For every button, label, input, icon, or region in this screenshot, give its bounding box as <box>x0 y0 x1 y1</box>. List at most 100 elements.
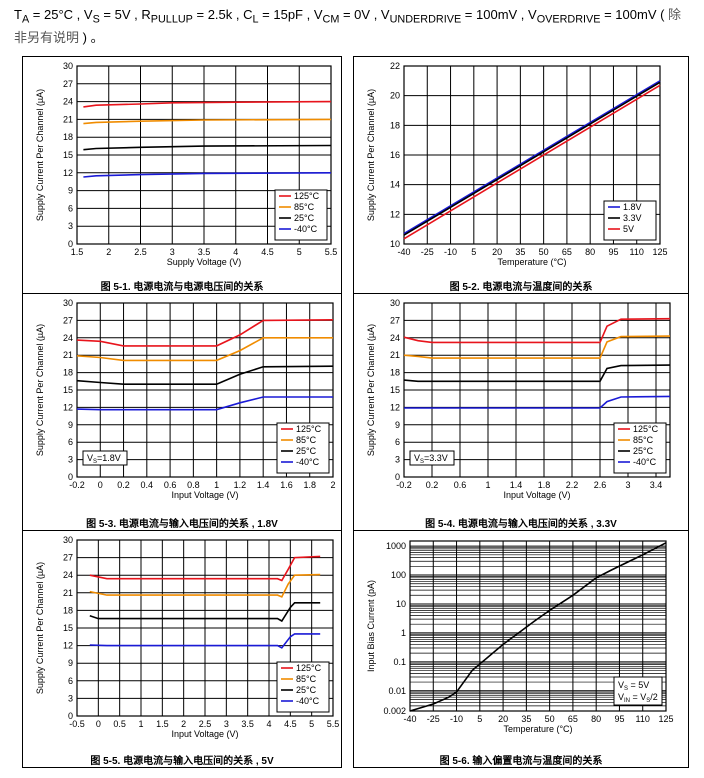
x-tick-label: 1.5 <box>156 719 169 729</box>
x-axis-label: Input Voltage (V) <box>171 490 238 500</box>
y-tick-label: 18 <box>390 368 400 378</box>
legend-label: 85°C <box>296 674 317 684</box>
chart-svg: -0.2 0.2 0.6 1 1.4 1.8 2.2 2.6 3 3.4 0 3 6 9 12 15 18 21 2… <box>366 298 671 530</box>
x-tick-label: 5 <box>309 719 314 729</box>
x-tick-label: 3.5 <box>241 719 254 729</box>
cl-symbol: C <box>243 7 253 22</box>
x-tick-label: 1.4 <box>257 480 270 490</box>
y-tick-label: 27 <box>390 315 400 325</box>
series-line <box>76 337 333 362</box>
legend-label: -40°C <box>296 696 320 706</box>
x-tick-label: 2 <box>106 247 111 257</box>
x-tick-label: 3 <box>170 247 175 257</box>
legend-label: 25°C <box>296 685 317 695</box>
y-tick-label: 21 <box>63 114 73 124</box>
x-tick-label: 65 <box>562 247 572 257</box>
x-tick-label: 2 <box>181 719 186 729</box>
x-tick-label: 4 <box>266 719 271 729</box>
y-tick-label: 22 <box>390 61 400 71</box>
cl-value: = 15pF , <box>258 7 314 22</box>
series-line <box>76 365 334 385</box>
series-line <box>89 573 321 598</box>
plot-frame <box>76 302 334 478</box>
x-axis-label: Supply Voltage (V) <box>167 257 242 267</box>
series-line <box>404 395 671 409</box>
x-tick-label: 4 <box>233 247 238 257</box>
x-tick-label: 0.6 <box>164 480 177 490</box>
plot-frame <box>76 65 332 245</box>
x-tick-label: 95 <box>614 714 624 724</box>
y-tick-label: 15 <box>63 623 73 633</box>
y-tick-label: 18 <box>63 368 73 378</box>
x-tick-label: 2.5 <box>134 247 147 257</box>
y-tick-label: 20 <box>390 91 400 101</box>
x-tick-label: -0.2 <box>69 480 85 490</box>
legend-label: -40°C <box>294 224 318 234</box>
x-tick-label: -0.2 <box>396 480 412 490</box>
y-tick-label: 24 <box>63 97 73 107</box>
y-tick-label: 3 <box>68 455 73 465</box>
y-tick-label: 12 <box>390 402 400 412</box>
vs-value: = 5V , <box>99 7 142 22</box>
legend-label: 85°C <box>296 435 317 445</box>
plot-frame <box>409 540 667 712</box>
figure-panel-input-voltage-3v3: -0.2 0.2 0.6 1 1.4 1.8 2.2 2.6 3 3.4 0 3 6 9 12 15 18 21 2… <box>353 293 689 531</box>
y-tick-label: 3 <box>68 221 73 231</box>
vs-sub: S <box>92 13 100 26</box>
ta-sub: A <box>21 13 30 26</box>
rpullup-symbol: R <box>141 7 151 22</box>
y-tick-label: 18 <box>63 132 73 142</box>
figure-panel-supply-voltage: 1.5 2 2.5 3 3.5 4 4.5 5 5.5 0 3 6 9 12 15 18 21 24 27 30 Sup… <box>22 56 342 294</box>
y-tick-label: 0.002 <box>383 706 406 716</box>
legend-label: 1.8V <box>623 202 642 212</box>
y-tick-label: 0 <box>68 711 73 721</box>
figure-caption: 图 5-5. 电源电流与输入电压间的关系 , 5V <box>90 754 274 767</box>
x-tick-label: 95 <box>608 247 618 257</box>
x-tick-label: 2.6 <box>594 480 607 490</box>
legend-label: 85°C <box>294 202 315 212</box>
chart-svg: -0.2 0 0.2 0.4 0.6 0.8 1 1.2 1.4 1.6 1.8 2036912151… <box>35 298 336 530</box>
plot-frame <box>403 65 661 245</box>
x-tick-label: 20 <box>492 247 502 257</box>
y-tick-label: 12 <box>390 209 400 219</box>
y-tick-label: 6 <box>68 437 73 447</box>
x-tick-label: 1 <box>485 480 490 490</box>
x-tick-label: 35 <box>521 714 531 724</box>
y-tick-label: 6 <box>395 437 400 447</box>
y-tick-label: 18 <box>390 120 400 130</box>
series-line <box>83 100 332 108</box>
y-tick-label: 0 <box>68 239 73 249</box>
y-tick-label: 24 <box>63 570 73 580</box>
chart-svg: -40 -25 -10 5 20 35 50 65 80 95 110 125 10 12 14 16 18 20… <box>366 61 668 293</box>
voverdrive-symbol: V <box>528 7 537 22</box>
x-tick-label: 2.2 <box>566 480 579 490</box>
ta-value: = 25°C , <box>29 7 84 22</box>
rpullup-sub: PULLUP <box>150 13 193 26</box>
figure-panel-input-bias: -40 -25 -10 5 20 35 50 65 80 95 110 125 0.002 0.01 0.1… <box>353 530 689 768</box>
y-axis-label: Supply Current Per Channel (µA) <box>366 89 376 221</box>
vcm-symbol: V <box>313 7 323 22</box>
legend-label: 125°C <box>294 191 320 201</box>
x-tick-label: 0.2 <box>117 480 130 490</box>
x-tick-label: 65 <box>568 714 578 724</box>
y-tick-label: 27 <box>63 553 73 563</box>
y-tick-label: 100 <box>391 570 406 580</box>
figure-caption: 图 5-1. 电源电流与电源电压间的关系 <box>101 280 264 293</box>
y-tick-label: 21 <box>63 350 73 360</box>
x-tick-label: 3 <box>224 719 229 729</box>
x-tick-label: 125 <box>658 714 673 724</box>
x-tick-label: 1.6 <box>280 480 293 490</box>
y-tick-label: 16 <box>390 150 400 160</box>
x-tick-label: 1.4 <box>510 480 523 490</box>
y-tick-label: 12 <box>63 402 73 412</box>
x-axis-label: Temperature (°C) <box>497 257 566 267</box>
x-tick-label: 5.5 <box>325 247 338 257</box>
chart-svg: 1.5 2 2.5 3 3.5 4 4.5 5 5.5 0 3 6 9 12 15 18 21 24 27 30 Sup… <box>35 61 338 293</box>
x-tick-label: 20 <box>498 714 508 724</box>
test-conditions: TA = 25°C , VS = 5V , RPULLUP = 2.5k , C… <box>14 6 694 47</box>
legend-label: -40°C <box>296 457 320 467</box>
figure-panel-input-voltage-1v8: -0.2 0 0.2 0.4 0.6 0.8 1 1.2 1.4 1.6 1.8 2 0 3 6 9 12 15 1… <box>22 293 342 531</box>
figure-caption: 图 5-2. 电源电流与温度间的关系 <box>450 280 593 293</box>
figure-caption: 图 5-4. 电源电流与输入电压间的关系 , 3.3V <box>425 517 617 530</box>
x-tick-label: 35 <box>515 247 525 257</box>
